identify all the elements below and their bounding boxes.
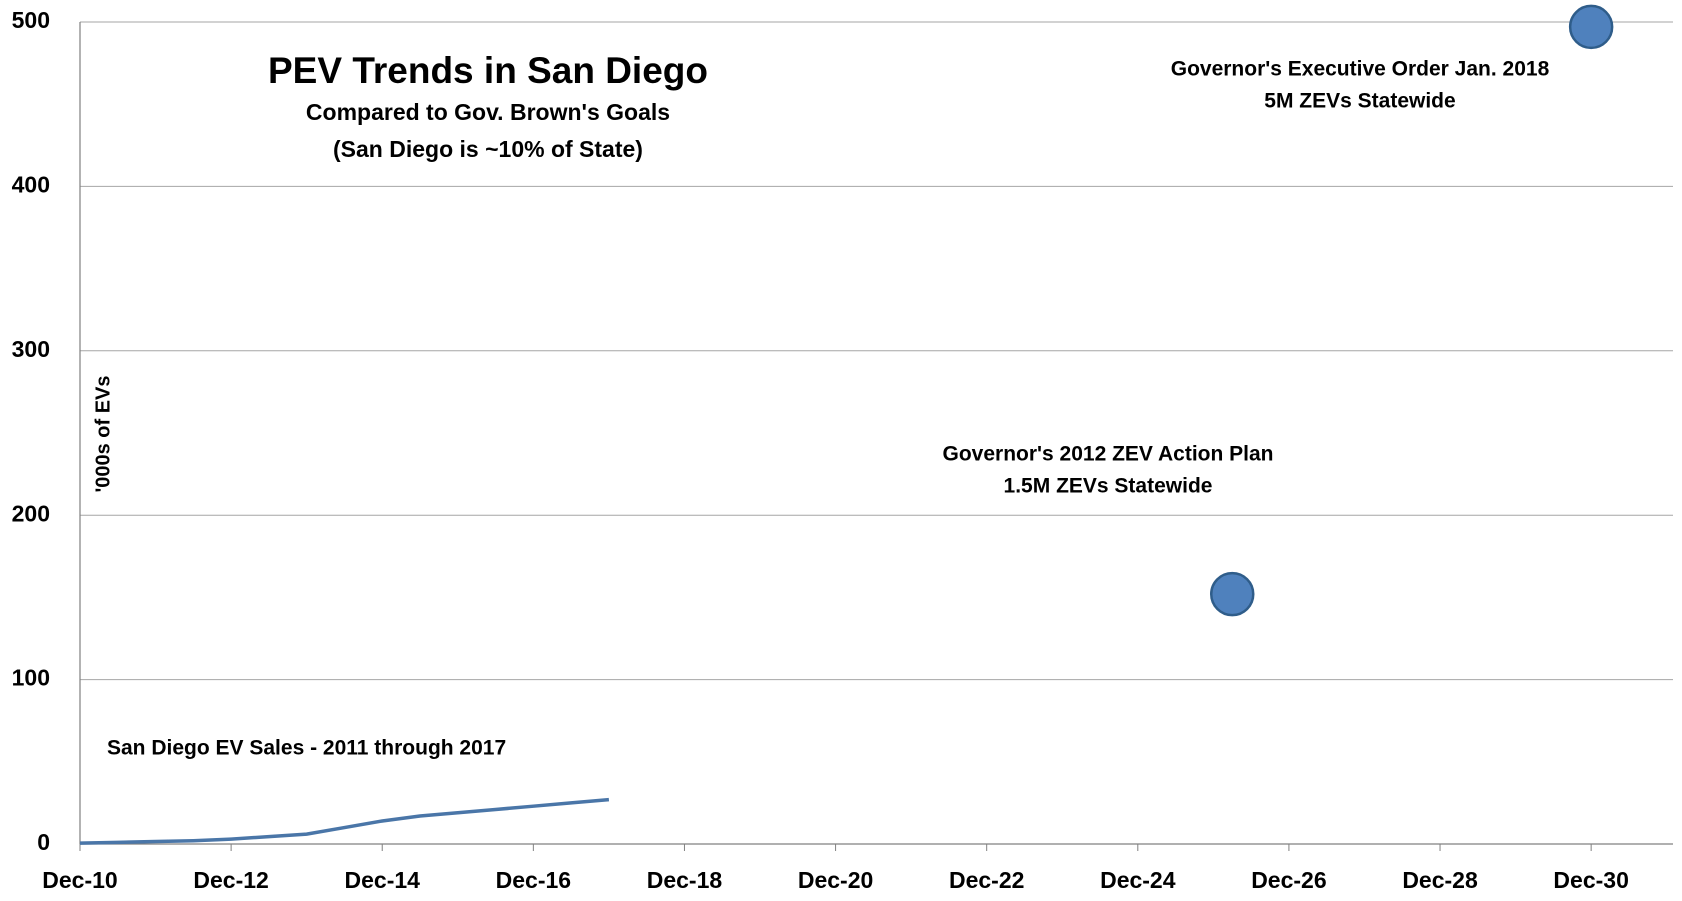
chart-subtitle: Compared to Gov. Brown's Goals — [306, 99, 670, 125]
y-tick-label: 100 — [12, 665, 50, 691]
chart-subtitle: (San Diego is ~10% of State) — [333, 136, 643, 162]
annotation: 5M ZEVs Statewide — [1264, 90, 1455, 113]
y-tick-label: 500 — [12, 7, 50, 33]
annotation: Governor's Executive Order Jan. 2018 — [1171, 58, 1550, 81]
x-tick-label: Dec-30 — [1553, 867, 1628, 893]
annotation: San Diego EV Sales - 2011 through 2017 — [107, 737, 506, 760]
x-tick-label: Dec-24 — [1100, 867, 1176, 893]
x-tick-label: Dec-16 — [496, 867, 571, 893]
annotation: 1.5M ZEVs Statewide — [1004, 475, 1213, 498]
chart-title: PEV Trends in San Diego — [268, 50, 708, 91]
y-tick-label: 200 — [12, 500, 50, 526]
goal-point — [1209, 571, 1255, 617]
y-tick-label: 0 — [37, 829, 50, 855]
x-tick-label: Dec-12 — [193, 867, 268, 893]
x-tick-label: Dec-28 — [1402, 867, 1478, 893]
x-tick-label: Dec-14 — [345, 867, 421, 893]
data-line — [79, 797, 610, 845]
y-tick-label: 400 — [12, 171, 50, 197]
y-tick-label: 300 — [12, 336, 50, 362]
x-tick-label: Dec-20 — [798, 867, 873, 893]
goal-point — [1568, 4, 1614, 50]
y-axis-label: '000s of EVs — [92, 375, 114, 492]
x-tick-label: Dec-22 — [949, 867, 1024, 893]
x-tick-label: Dec-18 — [647, 867, 723, 893]
annotation: Governor's 2012 ZEV Action Plan — [943, 443, 1274, 466]
x-tick-label: Dec-10 — [42, 867, 117, 893]
x-tick-label: Dec-26 — [1251, 867, 1326, 893]
